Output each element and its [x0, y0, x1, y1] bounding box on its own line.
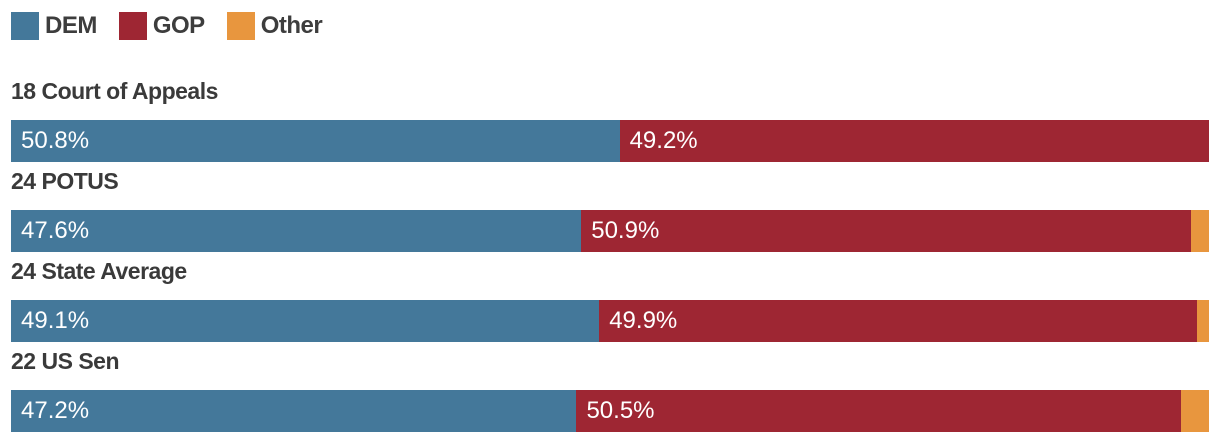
- dem-value-label: 49.1%: [21, 307, 90, 334]
- other-segment: [1181, 390, 1209, 432]
- chart-row: 22 US Sen 47.2% 50.5%: [11, 350, 1209, 432]
- legend-label: Other: [260, 12, 323, 39]
- stacked-bar: 49.1% 49.9%: [11, 300, 1209, 342]
- gop-segment: 49.9%: [599, 300, 1197, 342]
- dem-segment: 50.8%: [11, 120, 620, 162]
- stacked-bar: 50.8% 49.2%: [11, 120, 1209, 162]
- dem-swatch: [11, 12, 39, 40]
- row-title: 22 US Sen: [11, 348, 120, 374]
- stacked-bar: 47.6% 50.9%: [11, 210, 1209, 252]
- chart-row: 24 State Average 49.1% 49.9%: [11, 260, 1209, 342]
- legend-label: GOP: [152, 12, 205, 39]
- stacked-bar: 47.2% 50.5%: [11, 390, 1209, 432]
- dem-segment: 49.1%: [11, 300, 600, 342]
- other-segment: [1197, 300, 1209, 342]
- row-title: 24 State Average: [11, 258, 187, 284]
- row-title: 24 POTUS: [11, 168, 119, 194]
- legend-item: Other: [226, 12, 323, 40]
- dem-segment: 47.2%: [11, 390, 577, 432]
- other-swatch: [226, 12, 255, 40]
- gop-segment: 50.5%: [576, 390, 1182, 432]
- other-segment: [1191, 210, 1209, 252]
- chart-row: 24 POTUS 47.6% 50.9%: [11, 170, 1209, 252]
- gop-value-label: 49.9%: [609, 307, 678, 334]
- row-title: 18 Court of Appeals: [11, 78, 218, 104]
- dem-segment: 47.6%: [11, 210, 582, 252]
- legend-item: DEM: [11, 12, 97, 40]
- stacked-bar-chart: 18 Court of Appeals 50.8% 49.2% 24 POTUS…: [11, 80, 1209, 432]
- dem-value-label: 47.2%: [21, 397, 90, 424]
- legend: DEM GOP Other: [11, 0, 1209, 40]
- dem-value-label: 47.6%: [21, 217, 90, 244]
- dem-value-label: 50.8%: [21, 127, 90, 154]
- gop-value-label: 50.9%: [591, 217, 660, 244]
- legend-item: GOP: [118, 12, 205, 40]
- chart-row: 18 Court of Appeals 50.8% 49.2%: [11, 80, 1209, 162]
- legend-label: DEM: [45, 12, 97, 39]
- gop-value-label: 50.5%: [586, 397, 655, 424]
- gop-swatch: [118, 12, 147, 40]
- gop-segment: 49.2%: [619, 120, 1209, 162]
- gop-segment: 50.9%: [581, 210, 1192, 252]
- gop-value-label: 49.2%: [629, 127, 698, 154]
